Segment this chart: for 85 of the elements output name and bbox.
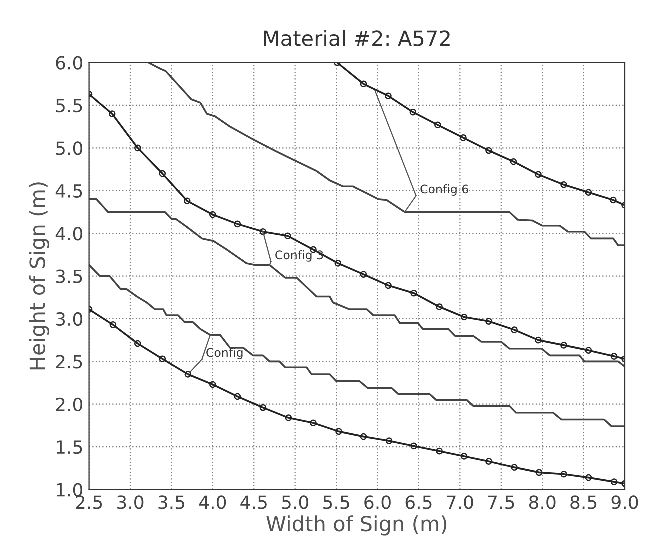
line-series [148,62,626,246]
x-tick-label: 8.5 [570,496,597,510]
y-tick-label: 1.0 [57,483,83,497]
point [460,453,468,460]
point [560,470,568,478]
point [360,433,368,440]
point [410,108,417,116]
point [610,353,618,360]
line-series [89,198,626,368]
x-axis-title: Width of Sign (m) [266,516,447,536]
point [134,340,142,348]
x-tick-label: 5.0 [282,496,308,510]
point [536,469,543,476]
point [336,428,342,436]
point [184,198,191,205]
point [385,92,392,100]
point [460,134,467,142]
point [410,290,418,297]
point [285,414,292,422]
point [585,474,592,482]
point [560,342,568,349]
point [260,404,267,412]
annotation: Config [206,348,243,360]
point [410,442,418,450]
point [385,282,392,290]
y-tick-label: 6.0 [56,56,83,70]
point [510,158,518,166]
y-axis-title: Height of Sign (m) [29,182,50,370]
point [260,228,267,236]
point [310,420,317,427]
point [434,122,442,129]
point [610,196,617,204]
x-tick-label: 7.5 [488,496,514,510]
point [184,371,192,378]
point [108,110,116,118]
point [110,322,117,328]
point [535,171,542,178]
x-tick-label: 9.0 [612,496,638,510]
x-tick-label: 3.0 [118,496,144,510]
y-tick-label: 3.5 [56,270,82,284]
point [610,478,618,486]
point [486,147,492,154]
point [159,356,166,363]
point [535,336,542,344]
point [360,271,368,278]
y-tick-label: 2.0 [56,398,83,412]
x-tick-label: 6.0 [364,496,391,510]
x-tick-label: 4.5 [240,496,267,510]
annotation: Config 6 [420,184,468,196]
x-tick-label: 7.0 [447,496,474,510]
point [210,211,216,218]
point [234,393,242,400]
point [386,438,393,444]
point [436,448,443,455]
point [234,220,242,228]
point [134,144,142,152]
chart-title: Material #2: A572 [264,30,450,46]
point [334,260,342,267]
point [585,189,592,196]
point [436,304,443,310]
y-tick-label: 1.5 [57,440,82,454]
y-tick-label: 5.0 [56,142,83,156]
point [560,182,568,188]
line-series [89,264,626,428]
point [210,381,216,388]
point [511,464,518,471]
point [284,232,292,240]
y-tick-label: 2.5 [56,355,82,369]
point [159,170,166,178]
point [460,314,468,321]
x-tick-label: 2.5 [76,496,102,510]
x-tick-label: 8.0 [529,496,556,510]
point [585,347,592,354]
point [360,80,368,88]
x-tick-label: 3.5 [158,496,184,510]
x-tick-label: 6.5 [406,496,432,510]
y-tick-label: 3.0 [56,312,83,326]
x-tick-label: 5.5 [324,496,350,510]
y-tick-label: 5.5 [56,99,82,113]
point [511,326,518,334]
x-tick-label: 4.0 [199,496,226,510]
y-tick-label: 4.0 [56,227,83,241]
point [486,318,492,325]
y-tick-label: 4.5 [56,184,82,198]
point [486,458,492,465]
